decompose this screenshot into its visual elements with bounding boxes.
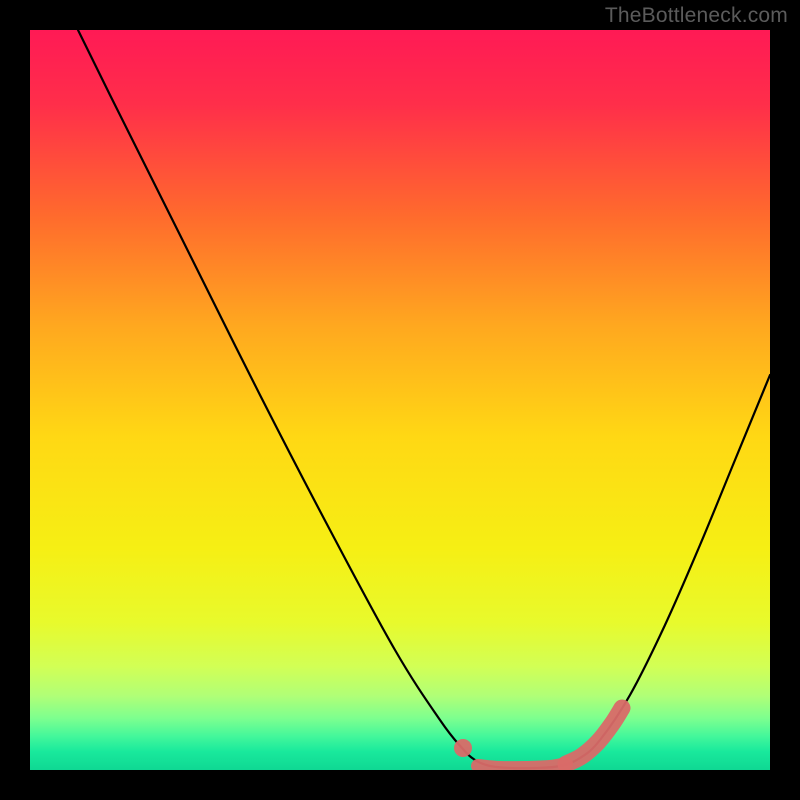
optimal-range-flat — [478, 764, 566, 768]
optimal-point-dot — [454, 739, 472, 757]
watermark-text: TheBottleneck.com — [605, 4, 788, 28]
chart-stage: TheBottleneck.com — [0, 0, 800, 800]
bottleneck-chart-svg — [0, 0, 800, 800]
